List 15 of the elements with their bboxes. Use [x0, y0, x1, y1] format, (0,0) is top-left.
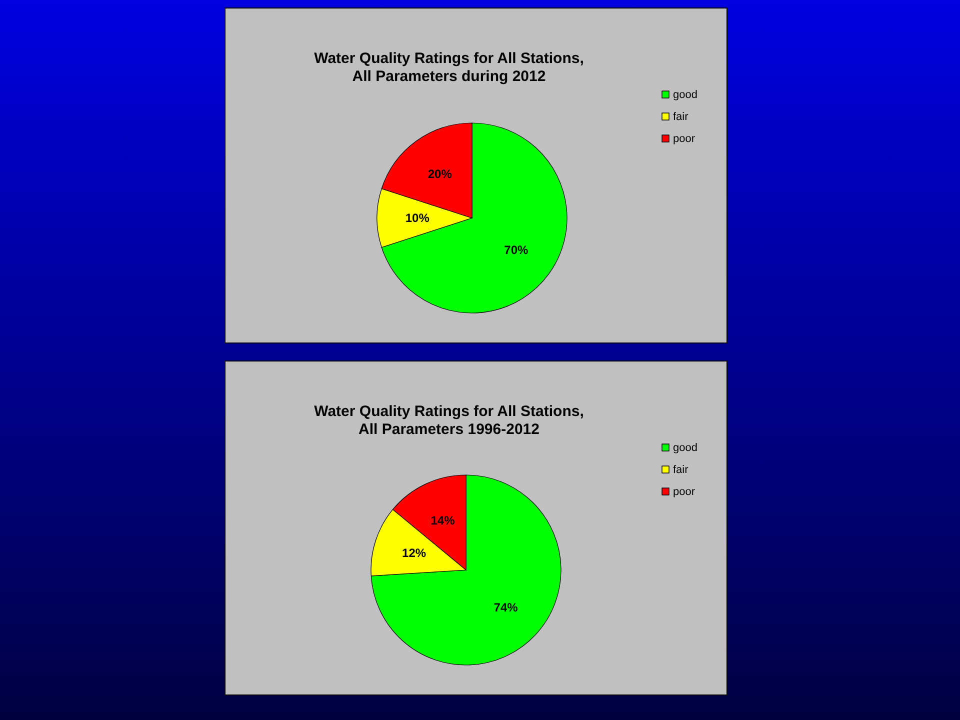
- legend-label: poor: [673, 486, 696, 498]
- chart-title: Water Quality Ratings for All Stations, All Parameters during 2012: [314, 50, 584, 85]
- data-label: 74%: [494, 600, 518, 614]
- legend-label: fair: [673, 111, 689, 123]
- data-label: 20%: [428, 166, 452, 181]
- legend-label: fair: [673, 464, 689, 476]
- data-label: 12%: [402, 546, 426, 560]
- legend-label: good: [673, 442, 698, 454]
- data-label: 10%: [405, 211, 430, 225]
- data-label: 70%: [504, 243, 529, 258]
- legend-label: good: [673, 89, 698, 101]
- pie-slice: [370, 474, 562, 666]
- data-label: 14%: [430, 514, 456, 528]
- chart-title: Water Quality Ratings for All Stations, All Parameters 1996-2012: [314, 403, 584, 438]
- legend-label: poor: [673, 133, 696, 145]
